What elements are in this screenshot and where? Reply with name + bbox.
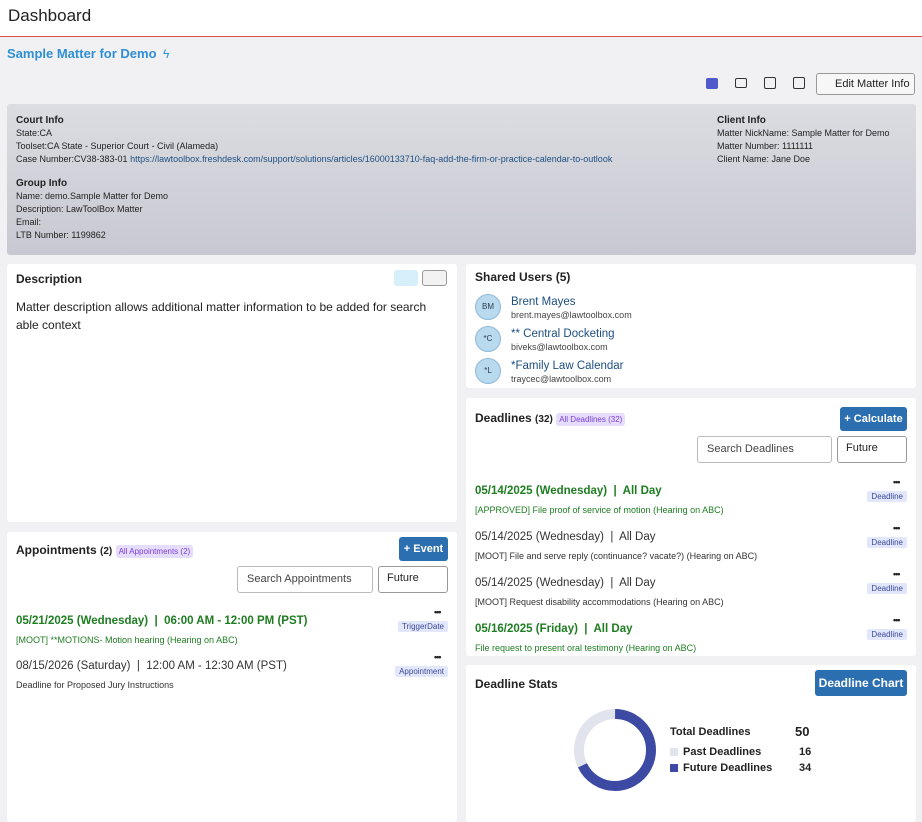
- future-swatch: [670, 764, 678, 772]
- more-menu[interactable]: •••: [893, 569, 901, 579]
- more-menu[interactable]: •••: [893, 477, 901, 487]
- heading: Shared Users (5): [475, 270, 571, 284]
- stats-panel: Deadline Stats Deadline Chart Total Dead…: [466, 665, 916, 822]
- item-when: 08/15/2026 (Saturday) | 12:00 AM - 12:30…: [16, 660, 287, 672]
- all-badge[interactable]: All Appointments (2): [115, 545, 194, 558]
- more-menu[interactable]: •••: [434, 607, 442, 617]
- avatar: *C: [475, 326, 501, 352]
- avatar: *L: [475, 358, 501, 384]
- teams-icon[interactable]: [706, 78, 718, 89]
- description-panel: Description Matter description allows ad…: [7, 264, 457, 522]
- client-info: Client Info Matter NickName: Sample Matt…: [717, 114, 890, 166]
- nickname: Matter NickName: Sample Matter for Demo: [717, 128, 890, 138]
- item-when: 05/14/2025 (Wednesday) | All Day: [475, 531, 656, 543]
- toolset: Toolset:CA State - Superior Court - Civi…: [16, 141, 219, 151]
- more-menu[interactable]: •••: [434, 652, 442, 662]
- heading: Court Info: [16, 115, 64, 126]
- item-text: [MOOT] Request disability accommodations…: [475, 597, 724, 607]
- past-swatch: [670, 748, 678, 756]
- edit-matter-button[interactable]: Edit Matter Info: [816, 73, 915, 95]
- header: Dashboard: [0, 0, 922, 37]
- edit-button[interactable]: [422, 270, 447, 286]
- calendar-icon[interactable]: [793, 77, 805, 89]
- search-input[interactable]: Search Appointments: [237, 566, 373, 593]
- item-tag: Deadline: [867, 583, 907, 594]
- event-button[interactable]: + Event: [399, 537, 448, 561]
- user-name: Brent Mayes: [511, 296, 576, 308]
- past-value: 16: [799, 746, 812, 758]
- filter-select[interactable]: Future: [378, 566, 448, 593]
- group-email: Email:: [16, 217, 42, 227]
- group-description: Description: LawToolBox Matter: [16, 204, 143, 214]
- item-when: 05/16/2025 (Friday) | All Day: [475, 623, 633, 635]
- case-number-text: Case Number:CV38-383-01: [16, 154, 128, 164]
- matter-number: Matter Number: 1111111: [717, 141, 814, 151]
- case-link[interactable]: https://lawtoolbox.freshdesk.com/support…: [130, 154, 613, 164]
- inbox-icon[interactable]: [764, 77, 776, 89]
- filter-select[interactable]: Future: [837, 436, 907, 463]
- mail-icon[interactable]: [735, 78, 747, 88]
- user-email: traycec@lawtoolbox.com: [511, 374, 612, 384]
- avatar: BM: [475, 294, 501, 320]
- item-when: 05/14/2025 (Wednesday) | All Day: [475, 485, 662, 497]
- past-label: Past Deadlines: [683, 746, 762, 758]
- total-label: Total Deadlines: [670, 726, 751, 738]
- all-badge[interactable]: All Deadlines (32): [556, 413, 626, 426]
- item-when: 05/21/2025 (Wednesday) | 06:00 AM - 12:0…: [16, 615, 308, 627]
- user-name: *Family Law Calendar: [511, 360, 624, 372]
- user-email: brent.mayes@lawtoolbox.com: [511, 310, 632, 320]
- deadlines-panel: Deadlines (32) All Deadlines (32) + Calc…: [466, 398, 916, 656]
- heading: Deadline Stats: [475, 677, 558, 691]
- item-text: File request to present oral testimony (…: [475, 643, 697, 653]
- group-name: Name: demo.Sample Matter for Demo: [16, 191, 169, 201]
- heading-row: Appointments (2) All Appointments (2): [16, 543, 194, 558]
- user-email: biveks@lawtoolbox.com: [511, 342, 608, 352]
- item-tag: Appointment: [395, 666, 448, 677]
- item-text: [APPROVED] File proof of service of moti…: [475, 505, 724, 515]
- item-text: Deadline for Proposed Jury Instructions: [16, 680, 174, 690]
- future-label: Future Deadlines: [683, 762, 773, 774]
- case-number: Case Number:CV38-383-01 https://lawtoolb…: [16, 153, 907, 166]
- item-text: [MOOT] File and serve reply (continuance…: [475, 551, 758, 561]
- user-name: ** Central Docketing: [511, 328, 615, 340]
- heading-row: Deadlines (32) All Deadlines (32): [475, 411, 626, 426]
- heading: Deadlines: [475, 411, 532, 425]
- donut-chart: [574, 709, 656, 791]
- item-tag: TriggerDate: [398, 621, 448, 632]
- ltb-number: LTB Number: 1199862: [16, 230, 106, 240]
- description-text: Matter description allows additional mat…: [16, 300, 427, 332]
- heading: Group Info: [16, 178, 68, 189]
- info-panel: Court Info State:CA Toolset:CA State - S…: [7, 104, 916, 255]
- item-tag: Deadline: [867, 629, 907, 640]
- shared-users-panel: Shared Users (5) BM Brent Mayes brent.maye…: [466, 264, 916, 388]
- state: State:CA: [16, 128, 53, 138]
- more-menu[interactable]: •••: [893, 615, 901, 625]
- page-title: Dashboard: [8, 6, 92, 25]
- appointments-panel: Appointments (2) All Appointments (2) + …: [7, 532, 457, 822]
- count: (32): [535, 414, 553, 425]
- heading: Appointments: [16, 543, 97, 557]
- item-when: 05/14/2025 (Wednesday) | All Day: [475, 577, 656, 589]
- total-value: 50: [795, 724, 810, 739]
- item-tag: Deadline: [867, 491, 907, 502]
- count: (2): [100, 546, 113, 557]
- expand-button[interactable]: [394, 270, 418, 286]
- client-name: Client Name: Jane Doe: [717, 154, 811, 164]
- calculate-button[interactable]: + Calculate: [840, 407, 907, 431]
- search-input[interactable]: Search Deadlines: [697, 436, 832, 463]
- heading: Client Info: [717, 115, 766, 126]
- more-menu[interactable]: •••: [893, 523, 901, 533]
- future-value: 34: [799, 762, 812, 774]
- item-text: [MOOT] **MOTIONS- Motion hearing (Hearin…: [16, 635, 238, 645]
- bolt-icon: ϟ: [163, 47, 170, 61]
- deadline-chart-button[interactable]: Deadline Chart: [815, 670, 907, 696]
- item-tag: Deadline: [867, 537, 907, 548]
- heading: Description: [16, 272, 83, 286]
- matter-title: Sample Matter for Demo: [7, 46, 157, 61]
